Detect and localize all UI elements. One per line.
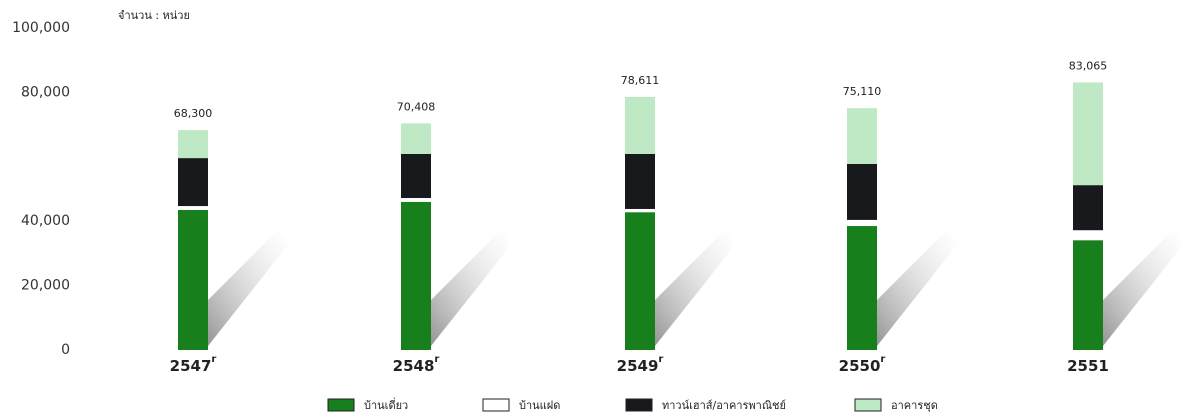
legend-swatch — [625, 398, 653, 412]
y-tick-label: 40,000 — [21, 213, 70, 229]
y-tick-label: 80,000 — [21, 84, 70, 100]
shadow — [877, 230, 957, 346]
bar-segment — [847, 163, 877, 220]
legend-swatch — [854, 398, 882, 412]
bar-segment — [178, 209, 208, 350]
y-tick-label: 0 — [61, 342, 70, 358]
bar-segment — [625, 96, 655, 154]
x-tick-label: 2550r — [839, 354, 886, 375]
total-label: 75,110 — [843, 85, 882, 98]
shadow — [655, 230, 735, 346]
category: 2549 — [617, 357, 659, 375]
bar-segment — [401, 153, 431, 199]
legend-label: บ้านเดี่ยว — [364, 397, 408, 412]
category: 2550 — [839, 357, 881, 375]
bar-segment — [847, 226, 877, 350]
bar-segment — [1073, 230, 1103, 241]
bar-segment — [401, 123, 431, 154]
x-tick-label: 2551 — [1067, 357, 1109, 375]
bar-segment — [401, 201, 431, 350]
category-note: r — [880, 354, 885, 365]
bar-segment — [1073, 82, 1103, 186]
bar-segment — [625, 212, 655, 350]
category-note: r — [658, 354, 663, 365]
bar-segment — [178, 206, 208, 210]
category-note: r — [434, 354, 439, 365]
bar-segment — [1073, 240, 1103, 350]
bar-segment — [847, 219, 877, 227]
legend-label: ทาวน์เฮาส์/อาคารพาณิชย์ — [662, 399, 786, 412]
bar-segment — [625, 153, 655, 209]
category: 2548 — [393, 357, 435, 375]
category: 2551 — [1067, 357, 1109, 375]
bar-segment — [1073, 185, 1103, 231]
total-label: 78,611 — [621, 74, 660, 87]
legend-label: อาคารชุด — [891, 399, 938, 412]
bar-segment — [847, 108, 877, 164]
total-label: 70,408 — [397, 100, 436, 113]
y-tick-label: 100,000 — [12, 20, 70, 36]
total-label: 68,300 — [174, 107, 213, 120]
category: 2547 — [170, 357, 212, 375]
category-note: r — [211, 354, 216, 365]
unit-label: จำนวน : หน่วย — [118, 9, 190, 22]
x-tick-label: 2547r — [170, 354, 217, 375]
shadow — [1103, 230, 1183, 346]
bar-segment — [401, 198, 431, 202]
shadow — [208, 230, 288, 346]
bar-segment — [178, 158, 208, 207]
x-tick-label: 2549r — [617, 354, 664, 375]
shadow — [431, 230, 511, 346]
legend-label: บ้านแฝด — [519, 399, 560, 412]
bar-segment — [178, 130, 208, 159]
x-tick-label: 2548r — [393, 354, 440, 375]
legend-swatch — [482, 398, 510, 412]
bar-segment — [625, 208, 655, 213]
legend-swatch — [327, 398, 355, 412]
total-label: 83,065 — [1069, 60, 1108, 73]
y-tick-label: 20,000 — [21, 278, 70, 294]
